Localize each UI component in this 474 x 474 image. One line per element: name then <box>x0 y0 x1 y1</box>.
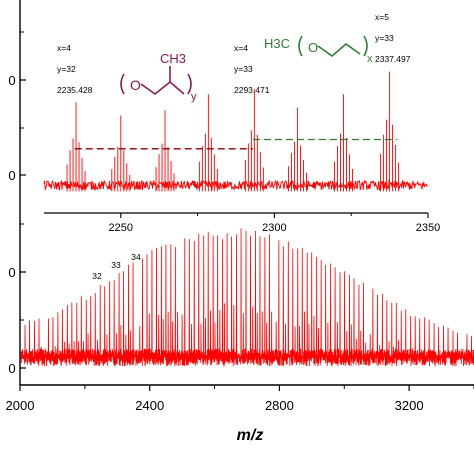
pp-backbone <box>140 80 185 96</box>
polyethylene-structure: H3C O x <box>264 35 373 65</box>
inset-peak-count: x=4 <box>57 43 71 53</box>
inset-peak-mass: 2235.428 <box>57 85 93 95</box>
pp-oxygen-atom: O <box>130 77 141 93</box>
main-x-ticks: 2000 2400 2800 3200 <box>6 385 474 413</box>
inset-background <box>44 10 428 213</box>
inset-peak-mass: 2337.497 <box>375 54 411 64</box>
main-x-tick-label: 3200 <box>395 398 424 413</box>
inset-x-tick-label: 2300 <box>262 222 286 234</box>
inset-plot: 2250 2300 2350 x=4 y=32 2235.428 x=4 y=33 2293.… <box>43 10 440 234</box>
pe-oxygen-atom: O <box>308 40 318 55</box>
main-y-tick-label: 0 <box>8 361 15 376</box>
main-plot: 0 0 0 0 2000 2400 2800 3200 32 33 34 m/z <box>6 0 474 444</box>
pe-methyl-prefix: H3C <box>264 36 290 51</box>
inset-peak-count: x=5 <box>375 12 389 22</box>
pe-bracket-left <box>298 35 303 57</box>
main-y-tick-label: 0 <box>8 265 15 280</box>
inset-peak-annotations: x=4 y=32 2235.428 x=4 y=33 2293.471 x=5 y=33 233… <box>57 12 411 95</box>
main-y-tick-label: 0 <box>8 168 15 183</box>
pp-methyl-label: CH3 <box>160 51 186 66</box>
polypropylene-structure: O CH3 y <box>120 51 197 103</box>
x-axis-title: m/z <box>237 427 264 444</box>
main-x-tick-label: 2000 <box>6 398 35 413</box>
inset-peak-count: x=4 <box>234 43 248 53</box>
inset-peak-count: y=32 <box>57 64 76 74</box>
main-spectrum-path <box>20 228 474 367</box>
inset-peak-count: y=33 <box>234 64 253 74</box>
pp-bracket-left <box>120 73 125 95</box>
chain-length-label: 33 <box>111 260 121 270</box>
pe-subscript: x <box>367 53 373 65</box>
inset-x-tick-label: 2250 <box>109 222 133 234</box>
main-spectrum-trace <box>20 228 474 367</box>
pe-backbone <box>317 42 361 58</box>
inset-spectrum-trace <box>43 71 428 192</box>
chain-length-labels: 32 33 34 <box>92 252 141 281</box>
chain-length-label: 32 <box>92 271 102 281</box>
main-y-ticks: 0 0 0 0 <box>8 31 26 376</box>
main-x-tick-label: 2800 <box>265 398 294 413</box>
inset-x-tick-label: 2350 <box>416 222 440 234</box>
main-y-tick-label: 0 <box>8 73 15 88</box>
main-x-tick-label: 2400 <box>135 398 164 413</box>
inset-x-ticks: 2250 2300 2350 <box>109 213 440 234</box>
inset-noise-trace <box>43 179 428 192</box>
pe-bracket-right <box>363 35 368 57</box>
pp-bracket-right <box>187 73 192 95</box>
inset-dashed-levels <box>74 138 398 150</box>
chain-length-label: 34 <box>131 252 141 262</box>
inset-peak-mass: 2293.471 <box>234 85 270 95</box>
inset-peak-count: y=33 <box>375 33 394 43</box>
pp-subscript: y <box>191 91 197 103</box>
